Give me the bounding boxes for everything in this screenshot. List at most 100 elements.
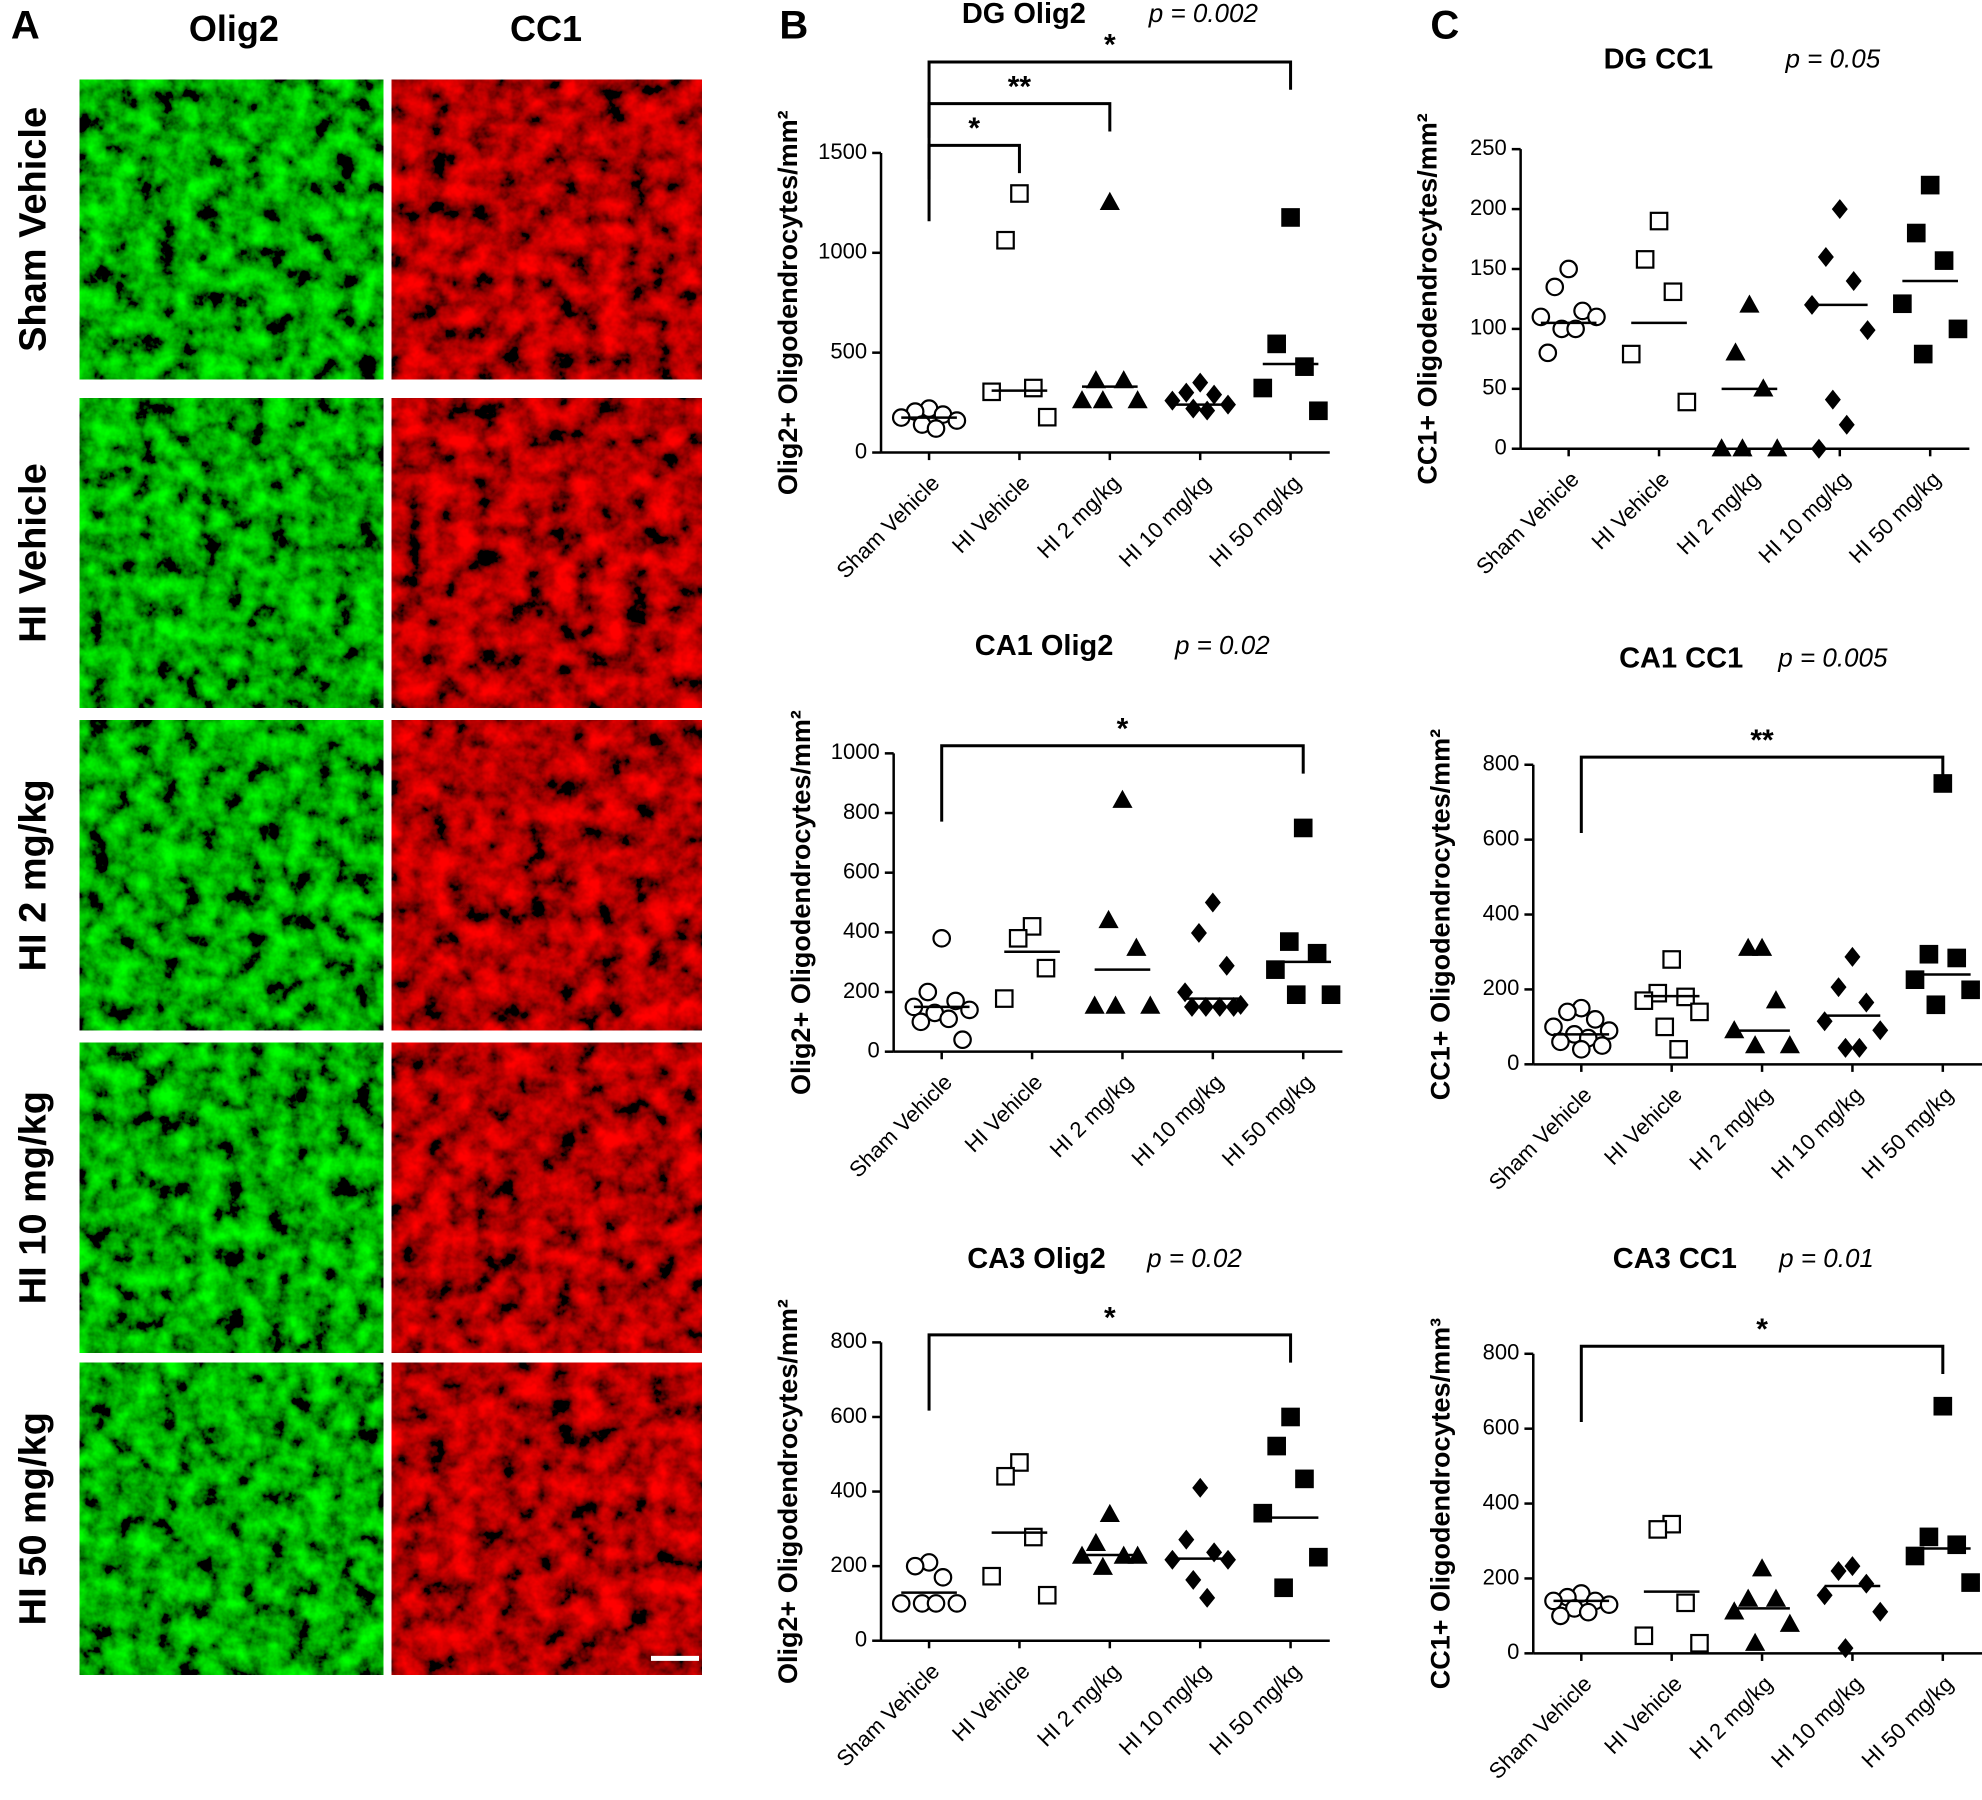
chart-title: CA1 Olig2 (975, 630, 1114, 662)
data-point (1293, 818, 1313, 838)
x-tick-label: HI 2 mg/kg (1032, 470, 1125, 563)
data-point (994, 989, 1014, 1008)
data-point (1558, 1002, 1577, 1022)
data-point (947, 411, 967, 430)
x-tick-label: HI 10 mg/kg (1766, 1082, 1868, 1184)
data-point (1578, 1602, 1598, 1622)
data-point (1531, 307, 1551, 327)
data-point (1676, 1593, 1695, 1613)
y-tick-label: 50 (1482, 375, 1506, 400)
y-tick-label: 800 (1483, 751, 1520, 776)
data-point (1126, 937, 1147, 956)
data-point (1816, 1585, 1833, 1606)
data-point (1824, 389, 1841, 410)
data-point (1085, 1532, 1107, 1552)
data-point (1183, 996, 1200, 1017)
data-point (1961, 980, 1980, 1000)
data-point (1113, 370, 1134, 389)
data-point (1779, 1035, 1800, 1054)
data-point (1177, 982, 1194, 1003)
x-tick-label: HI 10 mg/kg (1127, 1069, 1229, 1171)
y-tick-label: 800 (843, 799, 880, 824)
data-point (1804, 294, 1820, 315)
micrograph (391, 1042, 702, 1353)
significance-bracket (927, 102, 1112, 180)
data-point (1926, 995, 1946, 1015)
row-label: HI 10 mg/kg (12, 1091, 54, 1304)
data-point (1711, 438, 1732, 457)
data-point (1859, 320, 1876, 341)
data-point (1851, 1037, 1868, 1058)
data-point (1830, 1560, 1847, 1581)
data-point (1218, 955, 1235, 976)
data-point (1267, 1436, 1286, 1456)
micrograph (79, 720, 384, 1031)
data-point (1281, 208, 1300, 227)
p-value: p = 0.02 (1174, 630, 1270, 660)
panel-label: B (779, 3, 808, 47)
data-point (996, 1466, 1015, 1486)
p-value: p = 0.05 (1784, 44, 1880, 74)
x-tick-label: HI 10 mg/kg (1114, 1658, 1216, 1760)
significance-bracket (1579, 1344, 1945, 1423)
chart-title: DG Olig2 (962, 0, 1086, 30)
data-point (1751, 1558, 1773, 1577)
y-tick-label: 400 (1483, 900, 1520, 925)
data-point (1199, 400, 1216, 421)
data-point (1913, 344, 1933, 364)
data-point (1105, 995, 1126, 1014)
data-point (1648, 1520, 1668, 1539)
y-tick-label: 400 (1483, 1489, 1520, 1514)
y-tick-label: 0 (855, 1627, 867, 1652)
significance-bracket (927, 1333, 1293, 1411)
x-tick-label: HI 50 mg/kg (1204, 1658, 1306, 1760)
chart: CA1 CC1 p = 0.005 0 200 400 600 800 CC1+ Oligod… (1425, 642, 1982, 1195)
data-point (891, 1594, 911, 1613)
chart: DG Olig2 p = 0.002 0 500 1000 1500 Olig2+ Olig… (773, 0, 1330, 583)
data-point (1092, 390, 1113, 409)
data-point (1724, 1601, 1745, 1620)
data-point (1099, 1503, 1120, 1522)
data-point (1837, 1037, 1854, 1058)
y-tick-label: 800 (830, 1328, 867, 1353)
y-tick-label: 600 (1483, 1414, 1520, 1439)
data-point (1286, 985, 1306, 1005)
chart-title: CA1 CC1 (1619, 642, 1743, 674)
data-point (1663, 282, 1683, 302)
panel-label: C (1430, 3, 1459, 47)
data-point (1739, 294, 1760, 313)
micrograph (391, 79, 702, 380)
data-point (1635, 250, 1655, 269)
data-point (1690, 1002, 1709, 1022)
data-point (1599, 1595, 1619, 1614)
data-point (1947, 948, 1967, 968)
data-point (1858, 992, 1875, 1013)
y-tick-label: 400 (843, 918, 880, 943)
data-point (1099, 191, 1120, 210)
data-point (1140, 995, 1161, 1014)
y-axis-label: CC1+ Oligodendrocytes/mm² (1425, 729, 1455, 1100)
data-point (953, 1030, 972, 1050)
data-point (1767, 438, 1788, 457)
p-value: p = 0.005 (1777, 643, 1888, 673)
data-point (1649, 211, 1669, 231)
data-point (960, 1000, 979, 1020)
significance-label: ** (1008, 70, 1032, 103)
data-point (982, 1566, 1001, 1586)
y-tick-label: 200 (1483, 975, 1520, 1000)
significance-bracket (927, 60, 1293, 138)
data-point (1948, 319, 1968, 339)
y-tick-label: 600 (843, 858, 880, 883)
x-tick-label: HI Vehicle (1587, 467, 1675, 555)
data-point (1831, 199, 1848, 220)
y-tick-label: 0 (1494, 435, 1506, 460)
data-point (1961, 1573, 1980, 1592)
x-tick-label: HI 2 mg/kg (1684, 1671, 1777, 1764)
x-tick-label: HI 50 mg/kg (1856, 1082, 1958, 1184)
row-label: HI 50 mg/kg (12, 1412, 54, 1625)
data-point (1010, 1453, 1029, 1472)
x-tick-label: HI 50 mg/kg (1204, 470, 1306, 572)
data-point (1206, 1542, 1223, 1563)
y-axis-label: Olig2+ Oligodendrocytes/mm² (773, 1299, 803, 1684)
